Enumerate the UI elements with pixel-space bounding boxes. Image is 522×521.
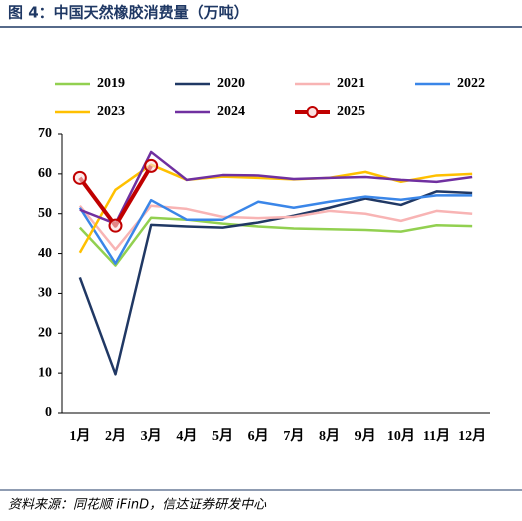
source: 资料来源：同花顺 iFinD，信达证券研发中心 (8, 498, 267, 513)
legend-label: 2024 (217, 104, 245, 119)
series-line (78, 216, 473, 267)
y-tick-label: 0 (45, 405, 52, 420)
x-tick-label: 6月 (248, 428, 269, 444)
x-tick-label: 5月 (212, 428, 233, 444)
point (108, 218, 123, 233)
x-tick-label: 1月 (69, 428, 90, 444)
legend-label: 2023 (97, 104, 125, 119)
legend-marker (306, 106, 319, 118)
legend-label: 2025 (337, 104, 365, 119)
y-tick-label: 60 (38, 166, 52, 181)
x-tick-label: 3月 (141, 428, 162, 444)
legend-label: 2022 (457, 76, 485, 91)
legend-label: 2019 (97, 76, 125, 91)
x-tick-label: 7月 (283, 428, 304, 444)
x-tick-label: 9月 (355, 428, 376, 444)
y-tick-label: 70 (38, 126, 52, 141)
x-tick-label: 4月 (176, 428, 197, 444)
point (72, 170, 87, 185)
y-tick-label: 40 (38, 246, 52, 261)
point (144, 158, 159, 173)
legend-label: 2020 (217, 76, 245, 91)
series-line (78, 190, 473, 376)
x-tick-label: 12月 (458, 428, 486, 444)
x-tick-label: 2月 (105, 428, 126, 444)
y-tick-label: 50 (38, 206, 52, 221)
x-tick-label: 10月 (387, 428, 415, 444)
x-tick-label: 8月 (319, 428, 340, 444)
series-line (78, 194, 473, 265)
y-tick-label: 20 (38, 326, 52, 341)
x-tick-label: 11月 (423, 428, 450, 444)
y-tick-label: 30 (38, 286, 52, 301)
chart-title: 图 4：中国天然橡胶消费量（万吨） (8, 4, 249, 22)
y-tick-label: 10 (38, 365, 52, 380)
legend-label: 2021 (337, 76, 365, 91)
